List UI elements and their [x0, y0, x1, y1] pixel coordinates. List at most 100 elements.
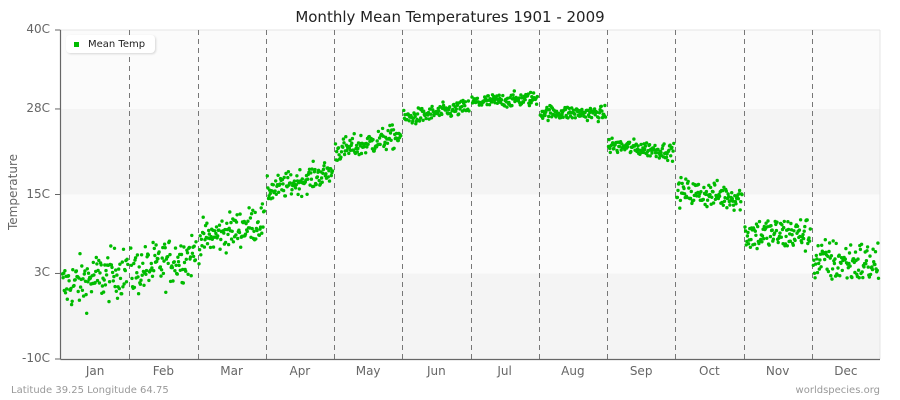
- y-tick-label: -10C: [22, 351, 50, 365]
- data-point: [342, 152, 347, 157]
- data-point: [678, 206, 682, 210]
- data-point: [187, 245, 192, 250]
- data-point: [297, 187, 301, 191]
- data-point: [470, 95, 474, 99]
- data-point: [679, 175, 683, 180]
- data-point: [870, 265, 874, 269]
- data-point: [214, 231, 218, 236]
- data-point: [736, 197, 741, 201]
- data-point: [65, 297, 70, 301]
- data-point: [421, 118, 425, 123]
- data-point: [834, 241, 838, 246]
- data-point: [182, 260, 187, 265]
- data-point: [611, 141, 615, 145]
- data-point: [289, 173, 293, 177]
- data-point: [746, 230, 750, 235]
- data-point: [225, 221, 229, 225]
- data-point: [120, 260, 125, 264]
- data-point: [152, 246, 156, 251]
- data-point: [696, 182, 701, 187]
- data-point: [162, 259, 166, 263]
- data-point: [365, 145, 369, 149]
- data-point: [429, 112, 433, 116]
- axes: [55, 29, 880, 361]
- data-point: [335, 149, 339, 154]
- data-point: [818, 258, 822, 262]
- data-point: [667, 148, 671, 152]
- data-point: [260, 231, 264, 235]
- data-point: [608, 146, 612, 151]
- data-point: [103, 263, 107, 267]
- data-point: [817, 267, 821, 271]
- data-point: [873, 262, 877, 267]
- data-point: [808, 227, 812, 231]
- data-point: [648, 154, 652, 158]
- data-point: [847, 251, 852, 255]
- data-point: [711, 201, 716, 205]
- data-point: [256, 220, 260, 224]
- data-point: [487, 103, 492, 107]
- location-label: Latitude 39.25 Longitude 64.75: [11, 385, 169, 396]
- data-point: [69, 286, 73, 291]
- data-point: [136, 275, 140, 279]
- data-point: [290, 188, 294, 192]
- data-point: [775, 220, 779, 224]
- data-point: [600, 109, 604, 113]
- data-point: [437, 109, 441, 113]
- data-point: [838, 274, 842, 278]
- data-point: [448, 105, 452, 109]
- data-point: [757, 241, 761, 246]
- data-point: [317, 178, 321, 183]
- data-point: [321, 167, 326, 172]
- data-point: [430, 104, 434, 109]
- data-point: [83, 269, 87, 273]
- data-point: [688, 196, 693, 201]
- data-point: [158, 265, 163, 269]
- data-point: [97, 281, 102, 285]
- data-point: [782, 219, 786, 224]
- data-point: [156, 257, 160, 261]
- data-point: [129, 263, 134, 267]
- data-point: [837, 253, 841, 257]
- data-point: [339, 155, 343, 159]
- data-point: [223, 227, 227, 232]
- data-point: [617, 144, 622, 149]
- data-point: [109, 244, 113, 248]
- data-point: [713, 183, 717, 187]
- data-point: [812, 258, 816, 262]
- data-point: [152, 269, 156, 273]
- data-point: [255, 228, 259, 233]
- data-point: [475, 96, 480, 101]
- data-point: [208, 245, 213, 250]
- data-point: [672, 141, 676, 146]
- data-point: [356, 146, 360, 151]
- data-point: [402, 108, 406, 113]
- data-point: [849, 243, 853, 247]
- data-point: [599, 104, 603, 109]
- background-bands: [61, 29, 881, 359]
- data-point: [802, 229, 806, 233]
- data-point: [219, 237, 223, 242]
- data-point: [322, 161, 327, 165]
- data-point: [224, 251, 228, 255]
- data-point: [740, 192, 744, 197]
- background-band: [61, 194, 880, 274]
- data-point: [385, 141, 390, 145]
- data-points: [60, 89, 881, 315]
- data-point: [179, 252, 184, 257]
- data-point: [329, 173, 333, 178]
- data-point: [262, 209, 266, 213]
- data-point: [281, 182, 285, 186]
- data-point: [797, 228, 802, 232]
- data-point: [296, 192, 300, 197]
- data-point: [827, 249, 831, 254]
- data-point: [699, 190, 703, 194]
- data-point: [355, 150, 359, 154]
- data-point: [172, 260, 176, 264]
- data-point: [772, 231, 777, 235]
- data-point: [486, 94, 490, 98]
- data-point: [310, 167, 314, 171]
- data-point: [394, 131, 399, 136]
- data-point: [377, 136, 382, 140]
- data-point: [669, 154, 673, 158]
